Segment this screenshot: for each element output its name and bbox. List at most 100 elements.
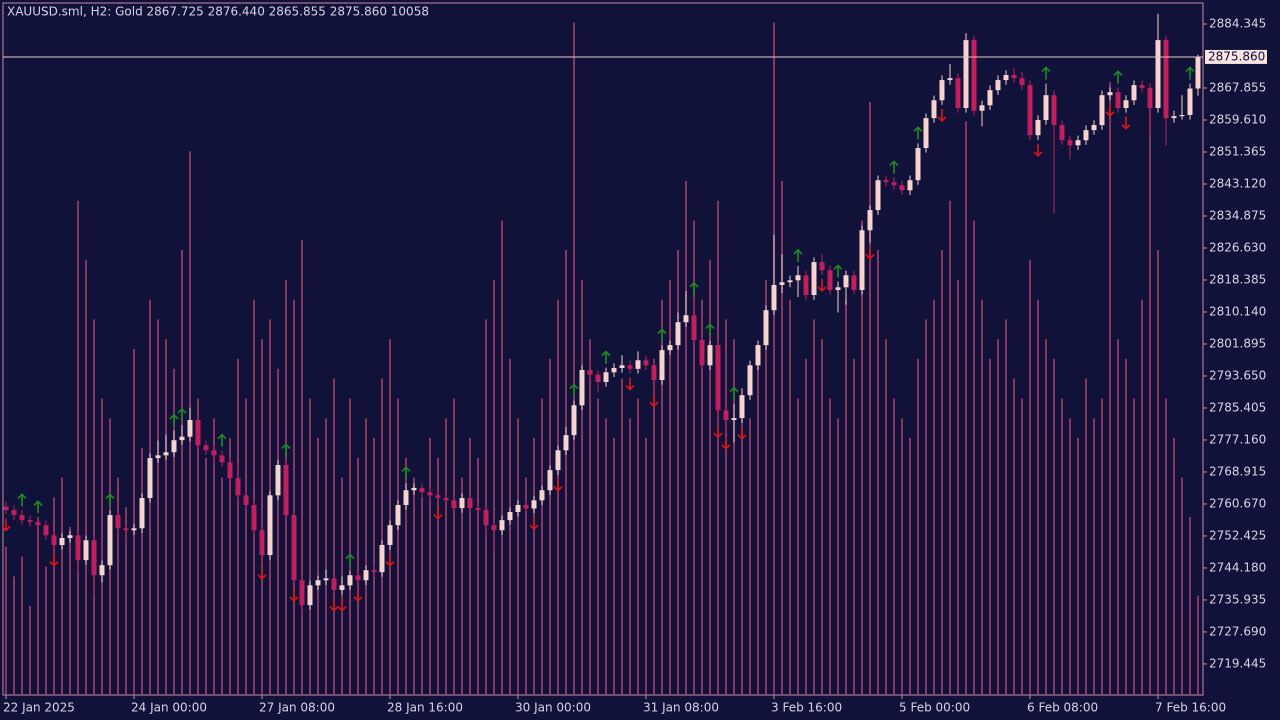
candle-body	[219, 455, 225, 463]
y-tick-label: 2777.160	[1209, 432, 1266, 446]
candle-body	[99, 565, 105, 576]
down-arrow	[817, 278, 827, 293]
candle-body	[251, 505, 257, 531]
candle-body	[1083, 130, 1089, 141]
candle-body	[115, 515, 121, 529]
candle-body	[835, 287, 841, 291]
up-arrow	[281, 443, 291, 457]
candle-body	[675, 322, 681, 346]
down-arrow	[337, 598, 347, 612]
candle-body	[643, 360, 649, 366]
down-arrow	[1105, 103, 1115, 117]
candle-body	[435, 495, 441, 499]
up-arrow	[601, 350, 611, 364]
candle-body	[603, 372, 609, 382]
candle-body	[507, 511, 513, 521]
candle-body	[939, 80, 945, 101]
candle-body	[227, 462, 233, 479]
down-arrow	[257, 566, 267, 580]
down-arrow	[1033, 143, 1043, 157]
up-arrow	[33, 500, 43, 514]
candle-body	[1123, 100, 1129, 109]
candle-body	[171, 440, 177, 453]
candle-body	[1051, 95, 1057, 126]
candle-body	[307, 585, 313, 606]
candle-body	[1171, 116, 1177, 119]
candle-body	[907, 180, 913, 191]
candle-body	[275, 465, 281, 496]
candle-body	[531, 500, 537, 509]
candle-body	[1139, 85, 1145, 88]
x-tick-label: 6 Feb 08:00	[1027, 701, 1098, 715]
up-arrow	[913, 126, 923, 140]
up-arrow	[689, 281, 699, 295]
candle-body	[763, 310, 769, 346]
candle-body	[3, 506, 9, 511]
candle-body	[683, 315, 689, 323]
candle-body	[571, 405, 577, 436]
candle-body	[363, 570, 369, 581]
y-tick-label: 2843.120	[1209, 176, 1266, 190]
candle-body	[963, 40, 969, 109]
down-arrow	[1, 518, 11, 532]
candle-body	[331, 578, 337, 590]
candle-body	[291, 515, 297, 581]
up-arrow	[833, 264, 843, 278]
candle-body	[859, 230, 865, 291]
candle-body	[299, 580, 305, 606]
candle-body	[539, 490, 545, 501]
candle-body	[883, 180, 889, 183]
down-arrow	[529, 517, 539, 531]
candle-body	[51, 535, 57, 545]
candle-body	[667, 345, 673, 351]
candle-body	[259, 530, 265, 556]
y-tick-label: 2727.690	[1209, 624, 1266, 638]
candle-body	[1187, 88, 1193, 115]
candle-body	[147, 458, 153, 499]
candle-body	[987, 90, 993, 106]
y-tick-label: 2719.445	[1209, 656, 1266, 670]
x-tick-label: 24 Jan 00:00	[131, 701, 207, 715]
candle-body	[563, 435, 569, 451]
price-label: 2875.860	[1208, 49, 1265, 63]
y-tick-label: 2785.405	[1209, 400, 1266, 414]
down-arrow	[721, 436, 731, 450]
candle-body	[1107, 92, 1113, 96]
candle-body	[915, 147, 921, 181]
candle-body	[483, 510, 489, 526]
y-tick-label: 2752.425	[1209, 528, 1266, 542]
candle-body	[947, 78, 953, 81]
candle-body	[1003, 75, 1009, 81]
up-arrow	[169, 413, 179, 427]
candle-body	[467, 498, 473, 509]
candle-body	[811, 262, 817, 296]
candle-body	[1011, 75, 1017, 79]
candle-body	[83, 540, 89, 561]
candle-body	[875, 180, 881, 211]
candle-body	[627, 365, 633, 369]
candle-body	[635, 360, 641, 369]
candle-body	[1131, 85, 1137, 101]
candle-body	[795, 275, 801, 281]
x-tick-label: 30 Jan 00:00	[515, 701, 591, 715]
candle-body	[35, 522, 41, 526]
candle-body	[1043, 95, 1049, 121]
candle-body	[387, 525, 393, 545]
candle-body	[971, 40, 977, 111]
candle-body	[163, 452, 169, 456]
candle-body	[235, 478, 241, 496]
candle-body	[867, 210, 873, 231]
y-tick-label: 2834.875	[1209, 208, 1266, 222]
candle-body	[139, 498, 145, 529]
candle-body	[659, 350, 665, 381]
candle-body	[691, 315, 697, 341]
candle-body	[931, 100, 937, 119]
candle-body	[1155, 40, 1161, 109]
down-arrow	[937, 108, 947, 123]
candle-body	[75, 535, 81, 561]
candle-body	[339, 585, 345, 590]
candle-body	[123, 528, 129, 531]
candle-body	[587, 369, 593, 375]
